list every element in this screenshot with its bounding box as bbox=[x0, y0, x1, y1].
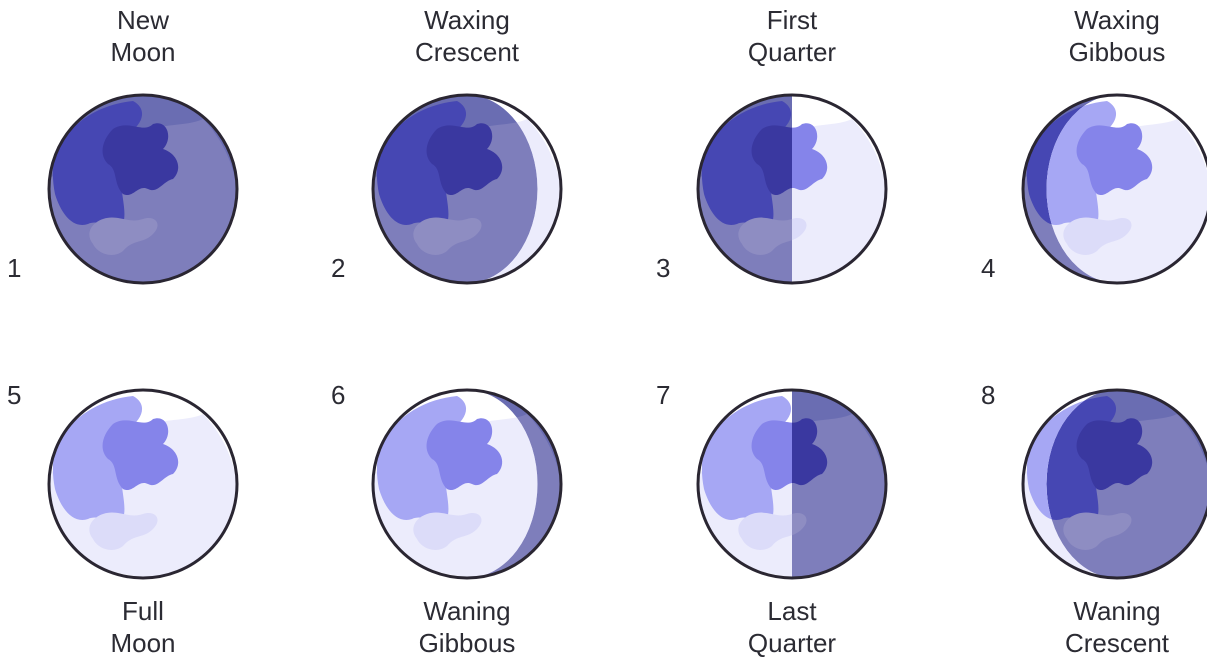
moon-none-icon bbox=[47, 93, 239, 285]
phase-name-label: New Moon bbox=[23, 4, 263, 68]
phase-name-label: Waxing Gibbous bbox=[997, 4, 1207, 68]
moon-first-quarter-icon bbox=[696, 93, 888, 285]
phase-number: 2 bbox=[331, 253, 346, 283]
phase-name-line2: Moon bbox=[110, 628, 176, 658]
phase-number: 5 bbox=[7, 380, 22, 410]
phase-number: 7 bbox=[656, 380, 671, 410]
phase-name-line1: Waning bbox=[423, 596, 511, 626]
phase-name-label: First Quarter bbox=[672, 4, 912, 68]
phase-name-line2: Moon bbox=[110, 37, 176, 67]
phase-name-label: Full Moon bbox=[23, 595, 263, 659]
phase-name-label: Waning Gibbous bbox=[347, 595, 587, 659]
phase-name-line1: Waxing bbox=[424, 5, 510, 35]
phase-number: 3 bbox=[656, 253, 671, 283]
moon-last-quarter-icon bbox=[696, 388, 888, 580]
phase-number: 8 bbox=[981, 380, 996, 410]
moon-waning-crescent-icon bbox=[1021, 388, 1207, 580]
phase-name-line1: First bbox=[766, 5, 818, 35]
phase-name-line2: Gibbous bbox=[418, 628, 516, 658]
phase-name-line2: Quarter bbox=[747, 628, 837, 658]
phase-name-line1: Waning bbox=[1073, 596, 1161, 626]
phase-name-line2: Crescent bbox=[1064, 628, 1170, 658]
phase-name-line2: Gibbous bbox=[1068, 37, 1166, 67]
phase-name-line2: Quarter bbox=[747, 37, 837, 67]
moon-waning-gibbous-icon bbox=[371, 388, 563, 580]
phase-number: 4 bbox=[981, 253, 996, 283]
phase-number: 1 bbox=[7, 253, 22, 283]
phase-name-line1: New bbox=[116, 5, 169, 35]
phase-name-line1: Full bbox=[122, 596, 164, 626]
phase-name-line2: Crescent bbox=[414, 37, 520, 67]
phase-name-label: Waxing Crescent bbox=[347, 4, 587, 68]
phase-name-line1: Waxing bbox=[1074, 5, 1160, 35]
phase-number: 6 bbox=[331, 380, 346, 410]
moon-waxing-crescent-icon bbox=[371, 93, 563, 285]
phase-name-label: Waning Crescent bbox=[997, 595, 1207, 659]
moon-full-icon bbox=[47, 388, 239, 580]
phase-name-line1: Last bbox=[767, 596, 817, 626]
moon-waxing-gibbous-icon bbox=[1021, 93, 1207, 285]
phase-name-label: Last Quarter bbox=[672, 595, 912, 659]
